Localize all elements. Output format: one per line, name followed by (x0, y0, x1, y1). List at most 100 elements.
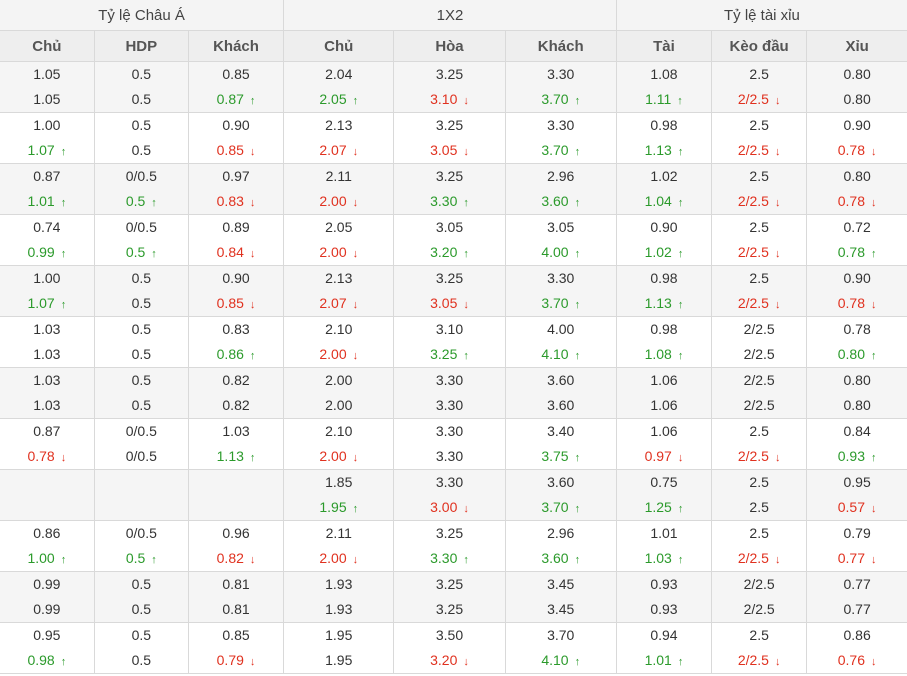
current-odds: 0.5 ↑ (126, 192, 157, 211)
odds-cell-over: 0.75 1.25 ↑ (616, 469, 713, 521)
current-odds-value: 0.77 (837, 550, 865, 566)
current-odds: 0.5 (132, 396, 151, 415)
opening-odds: 2.5 (749, 168, 769, 184)
current-odds: 0/0.5 (126, 447, 157, 466)
arrow-up-icon: ↑ (352, 95, 359, 107)
opening-odds: 3.30 (547, 66, 575, 82)
opening-odds: 3.60 (547, 474, 575, 490)
current-odds-value: 0.82 (216, 550, 244, 566)
odds-cell-1x2-home: 2.13 2.07 ↓ (283, 112, 395, 164)
odds-cell-asian-away: 0.90 0.85 ↓ (188, 112, 285, 164)
current-odds: 1.95 (325, 651, 352, 670)
current-odds: 1.13 ↑ (645, 141, 684, 160)
arrow-down-icon: ↓ (463, 146, 469, 158)
opening-odds: 3.45 (547, 576, 575, 592)
opening-odds: 0.98 (650, 321, 678, 337)
odds-cell-asian-hdp (94, 469, 189, 521)
odds-cell-1x2-home: 1.93 1.93 (283, 571, 395, 623)
odds-cell-under: 0.80 0.80 (806, 61, 907, 113)
opening-odds: 1.85 (325, 474, 353, 490)
current-odds-value: 2/2.5 (737, 448, 769, 464)
current-odds: 0.93 ↑ (838, 447, 877, 466)
odds-cell-1x2-draw: 3.10 3.25 ↑ (393, 316, 506, 368)
odds-cell-asian-hdp: 0.5 0.5 (94, 571, 189, 623)
current-odds: 0.78 ↑ (838, 243, 877, 262)
current-odds-value: 0.5 (131, 346, 152, 362)
current-odds-value: 0.78 (837, 142, 865, 158)
opening-odds: 0.77 (843, 576, 871, 592)
current-odds: 0.57 ↓ (838, 498, 877, 517)
opening-odds: 1.01 (650, 525, 678, 541)
current-odds: 0.82 (222, 396, 249, 415)
odds-row: 1.00 1.07 ↑ 0.5 0.5 0.90 0.85 ↓ 2.13 2.07 ↓ 3.25 3.0… (0, 265, 907, 317)
current-odds: 2/2.5 ↓ (738, 651, 781, 670)
odds-cell-1x2-draw: 3.25 3.25 (393, 571, 506, 623)
opening-odds: 1.06 (650, 423, 678, 439)
arrow-up-icon: ↑ (871, 350, 877, 362)
arrow-up-icon: ↑ (574, 503, 581, 515)
current-odds: 2/2.5 ↓ (738, 549, 781, 568)
opening-odds: 1.95 (325, 627, 353, 643)
col-asian-hdp: HDP (94, 30, 189, 62)
opening-odds: 0.5 (131, 372, 152, 388)
current-odds-value: 0.93 (837, 448, 865, 464)
current-odds-value: 2/2.5 (737, 295, 769, 311)
current-odds: 3.70 ↑ (541, 141, 580, 160)
odds-cell-under: 0.78 0.80 ↑ (807, 317, 907, 368)
current-odds: 0.81 (222, 600, 249, 619)
arrow-up-icon: ↑ (60, 299, 67, 311)
arrow-up-icon: ↑ (677, 554, 684, 566)
odds-cell-asian-hdp: 0/0.5 0.5 ↑ (94, 214, 189, 266)
arrow-down-icon: ↓ (774, 452, 781, 464)
odds-cell-over: 1.02 1.04 ↑ (616, 163, 713, 215)
odds-cell-asian-away: 0.85 0.79 ↓ (188, 622, 285, 674)
opening-odds: 3.25 (435, 525, 464, 541)
current-odds: 0.79 ↓ (217, 651, 256, 670)
current-odds-value: 3.05 (430, 295, 458, 311)
arrow-down-icon: ↓ (249, 248, 256, 260)
current-odds: 0.99 (33, 600, 60, 619)
current-odds: 1.13 ↑ (645, 294, 684, 313)
odds-cell-under: 0.90 0.78 ↓ (807, 113, 907, 164)
current-odds-value: 3.20 (430, 652, 458, 668)
current-odds: 0.80 (844, 396, 871, 415)
current-odds-value: 1.04 (644, 193, 672, 209)
current-odds-value: 0.98 (27, 652, 55, 668)
current-odds: 3.05 ↓ (430, 141, 469, 160)
current-odds-value: 4.10 (541, 346, 569, 362)
opening-odds: 0.98 (650, 270, 678, 286)
current-odds-value: 2.00 (319, 550, 347, 566)
odds-cell-1x2-home: 2.10 2.00 ↓ (283, 316, 395, 368)
odds-cell-over: 0.93 0.93 (616, 571, 713, 623)
current-odds: 1.02 ↑ (645, 243, 684, 262)
arrow-up-icon: ↑ (574, 197, 581, 209)
odds-cell-asian-home: 0.95 0.98 ↑ (0, 622, 95, 674)
arrow-down-icon: ↓ (352, 554, 359, 566)
odds-cell-asian-hdp: 0.5 0.5 (94, 316, 189, 368)
current-odds: 0.77 ↓ (838, 549, 877, 568)
opening-odds: 0.95 (843, 474, 871, 490)
opening-odds: 0.83 (222, 321, 250, 337)
opening-odds: 0.81 (222, 576, 250, 592)
odds-cell-asian-hdp: 0.5 0.5 (94, 61, 189, 113)
arrow-down-icon: ↓ (871, 503, 877, 515)
arrow-up-icon: ↑ (151, 248, 157, 260)
opening-odds: 0.5 (131, 66, 152, 82)
current-odds: 0.84 ↓ (217, 243, 256, 262)
current-odds-value: 0.5 (131, 91, 152, 107)
odds-body: 1.05 1.05 0.5 0.5 0.85 0.87 ↑ 2.04 2.05 ↑ 3.25 3.10… (0, 61, 907, 674)
column-header-row: Chủ HDP Khách Chủ Hòa Khách Tài Kèo đầu … (0, 30, 907, 62)
current-odds-value: 2/2.5 (737, 550, 769, 566)
current-odds: 2/2.5 ↓ (738, 447, 781, 466)
opening-odds: 0.90 (222, 117, 250, 133)
arrow-down-icon: ↓ (871, 299, 877, 311)
current-odds: 3.20 ↑ (430, 243, 469, 262)
current-odds: 2.00 ↓ (319, 243, 358, 262)
opening-odds: 0.94 (650, 627, 678, 643)
current-odds-value: 0.97 (644, 448, 672, 464)
current-odds-value: 3.45 (547, 601, 575, 617)
arrow-down-icon: ↓ (249, 197, 256, 209)
col-1x2-draw: Hòa (393, 30, 506, 62)
opening-odds: 2.5 (749, 270, 769, 286)
opening-odds: 0.5 (131, 627, 152, 643)
